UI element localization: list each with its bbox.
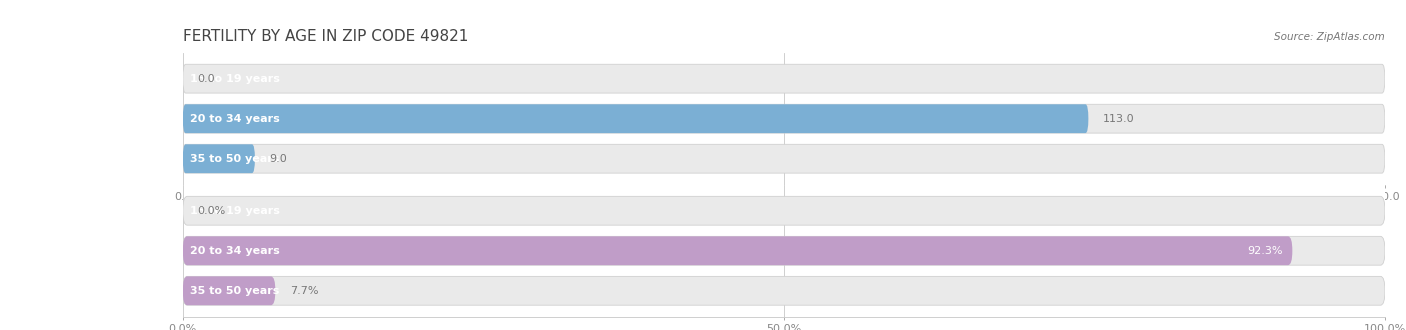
FancyBboxPatch shape — [183, 104, 1385, 133]
FancyBboxPatch shape — [183, 236, 1292, 265]
Text: 20 to 34 years: 20 to 34 years — [190, 246, 280, 256]
Text: 20 to 34 years: 20 to 34 years — [190, 114, 280, 124]
Text: 35 to 50 years: 35 to 50 years — [190, 286, 280, 296]
Text: 0.0: 0.0 — [197, 74, 215, 84]
Text: FERTILITY BY AGE IN ZIP CODE 49821: FERTILITY BY AGE IN ZIP CODE 49821 — [183, 29, 468, 44]
FancyBboxPatch shape — [183, 144, 1385, 173]
FancyBboxPatch shape — [183, 64, 1385, 93]
FancyBboxPatch shape — [183, 277, 276, 305]
Text: 0.0%: 0.0% — [197, 206, 225, 216]
Text: Source: ZipAtlas.com: Source: ZipAtlas.com — [1274, 32, 1385, 42]
Text: 15 to 19 years: 15 to 19 years — [190, 74, 280, 84]
FancyBboxPatch shape — [183, 277, 1385, 305]
FancyBboxPatch shape — [183, 196, 1385, 225]
Text: 7.7%: 7.7% — [290, 286, 318, 296]
Text: 15 to 19 years: 15 to 19 years — [190, 206, 280, 216]
FancyBboxPatch shape — [183, 236, 1385, 265]
FancyBboxPatch shape — [183, 104, 1088, 133]
FancyBboxPatch shape — [183, 144, 254, 173]
Text: 92.3%: 92.3% — [1247, 246, 1282, 256]
Text: 35 to 50 years: 35 to 50 years — [190, 154, 280, 164]
Text: 9.0: 9.0 — [270, 154, 287, 164]
Text: 113.0: 113.0 — [1102, 114, 1135, 124]
